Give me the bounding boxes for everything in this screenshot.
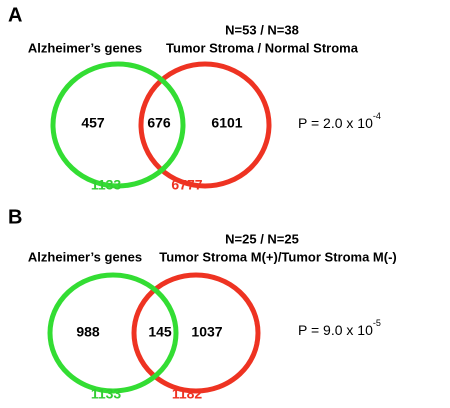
left-label: Alzheimer’s genes <box>28 40 142 55</box>
right-label: Tumor Stroma / Normal Stroma <box>166 40 359 55</box>
right-total: 1182 <box>172 386 203 402</box>
left-only-count: 988 <box>76 324 100 340</box>
panel-letter: B <box>8 206 22 228</box>
p-exponent: -5 <box>373 318 381 328</box>
right-circle <box>138 61 272 189</box>
panel-b: B N=25 / N=25 Alzheimer’s genes Tumor St… <box>8 206 397 401</box>
right-total: 6777 <box>171 177 202 193</box>
right-header: N=25 / N=25 <box>225 231 299 246</box>
overlap-count: 676 <box>147 115 171 131</box>
overlap-count: 145 <box>148 324 172 340</box>
right-only-count: 6101 <box>211 115 242 131</box>
panel-a: A N=53 / N=38 Alzheimer’s genes Tumor St… <box>8 4 381 192</box>
right-header: N=53 / N=38 <box>225 22 299 37</box>
p-text: P = 9.0 x 10 <box>298 322 373 338</box>
left-only-count: 457 <box>81 115 105 131</box>
p-exponent: -4 <box>373 111 381 121</box>
right-only-count: 1037 <box>191 324 222 340</box>
p-text: P = 2.0 x 10 <box>298 115 373 131</box>
right-label: Tumor Stroma M(+)/Tumor Stroma M(-) <box>159 249 397 264</box>
left-total: 1133 <box>91 386 122 402</box>
right-circle <box>131 272 261 394</box>
p-value: P = 9.0 x 10-5 <box>298 318 381 337</box>
left-circle <box>50 61 186 189</box>
p-value: P = 2.0 x 10-4 <box>298 111 381 130</box>
left-circle <box>47 272 179 394</box>
left-total: 1133 <box>91 177 122 193</box>
left-label: Alzheimer’s genes <box>28 249 142 264</box>
panel-letter: A <box>8 4 22 26</box>
